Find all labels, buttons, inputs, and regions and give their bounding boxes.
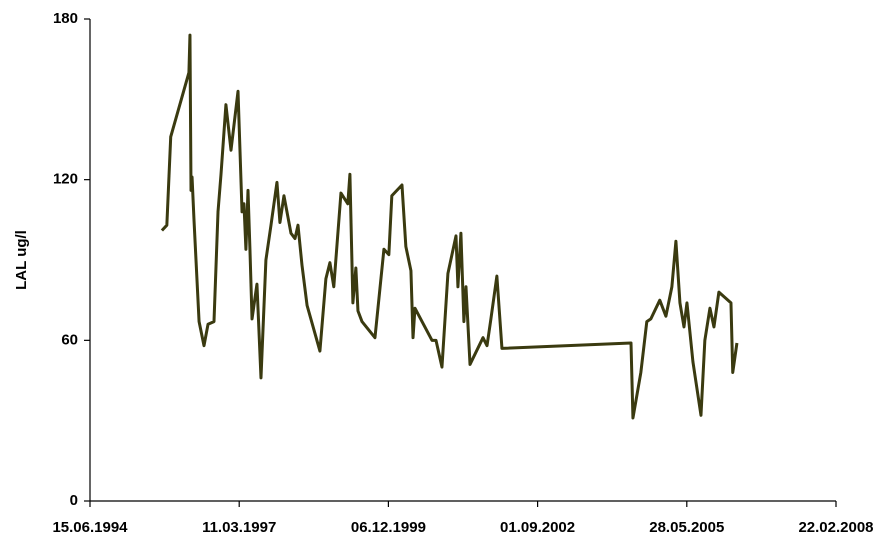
y-tick-label: 120 — [53, 171, 78, 188]
x-tick-label: 15.06.1994 — [52, 519, 128, 536]
x-tick-label: 01.09.2002 — [500, 519, 575, 536]
y-tick-label: 60 — [61, 331, 78, 348]
x-tick-label: 28.05.2005 — [649, 519, 724, 536]
data-line — [160, 33, 739, 420]
x-tick-label: 22.02.2008 — [798, 519, 873, 536]
y-axis-label: LAL ug/l — [13, 230, 30, 290]
x-tick-label: 11.03.1997 — [202, 519, 276, 536]
x-tick-label: 06.12.1999 — [351, 519, 426, 536]
y-tick-label: 0 — [70, 492, 78, 509]
y-tick-label: 180 — [53, 10, 78, 27]
